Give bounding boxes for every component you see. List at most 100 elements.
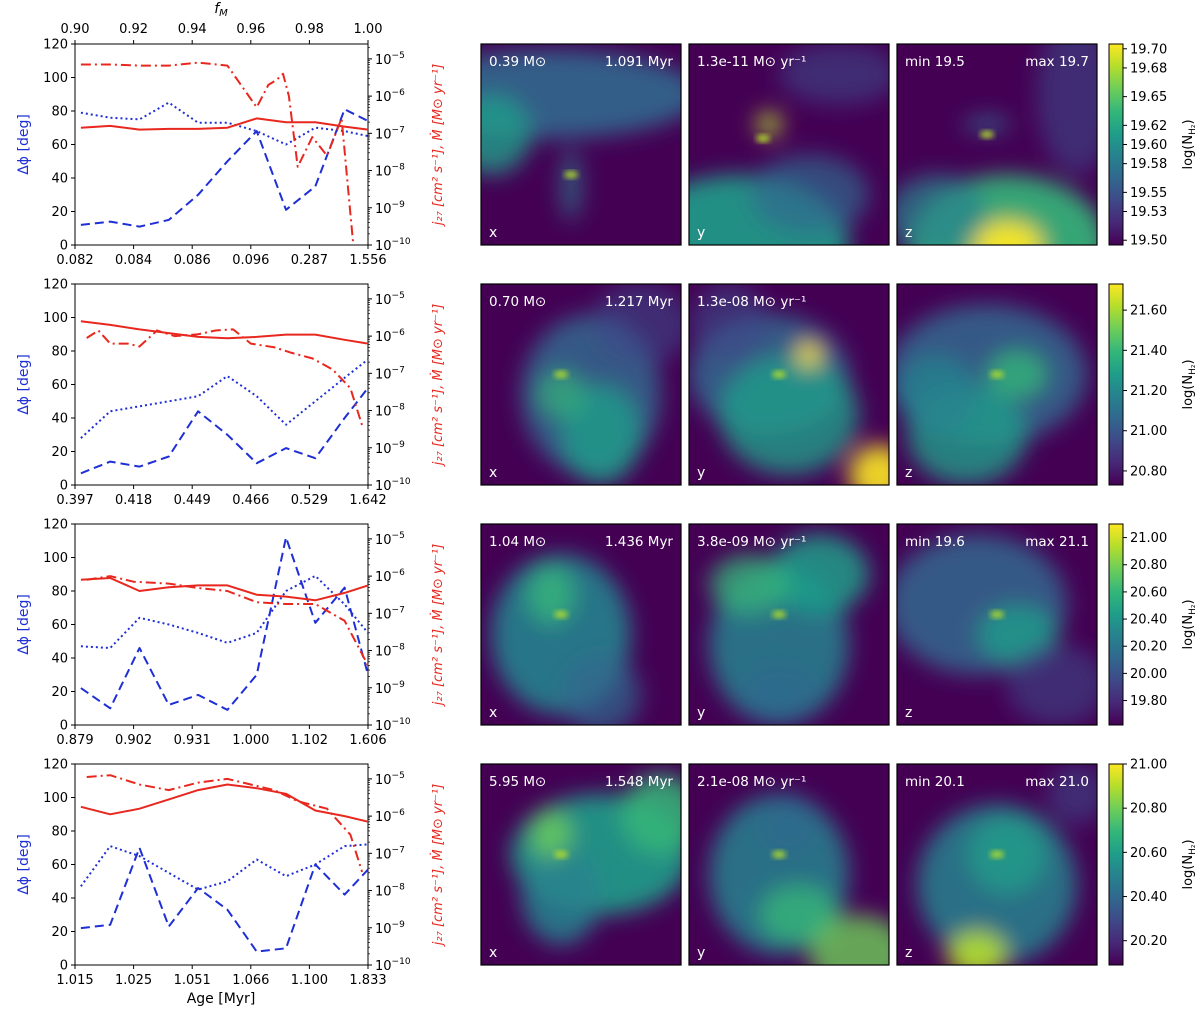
panel-label-left: min 20.1 <box>905 774 965 790</box>
y2-tick-label: 10−10 <box>375 957 411 974</box>
row-1: 0 20 40 60 80 100 120 10−10 10−9 10−8 10−7 10−6 10−5… <box>16 38 1198 269</box>
row-2: 0 20 40 60 80 100 120 10−10 10−9 10−8 10−7 10−6 10−5… <box>16 278 1198 509</box>
y-tick-label: 0 <box>60 479 68 494</box>
panel-label-left: 0.70 M⊙ <box>489 294 546 310</box>
colorbar: 19.70 19.68 19.65 19.62 19.60 19.58 19.55 19.53… <box>1108 42 1198 249</box>
panel-label-right: 1.436 Myr <box>605 534 674 550</box>
y2-tick-label: 10−9 <box>375 440 405 457</box>
y2-tick-label: 10−9 <box>375 200 405 217</box>
series-dashed-left <box>80 108 369 228</box>
x-tick-label: 1.606 <box>349 733 386 748</box>
y2-tick-label: 10−8 <box>375 163 405 180</box>
panel-frame <box>896 283 1098 486</box>
y-tick-label: 60 <box>51 378 68 393</box>
projection-axis-label: y <box>697 705 705 721</box>
y2-tick-label: 10−10 <box>375 237 411 254</box>
density-blob <box>809 914 889 965</box>
y-tick-label: 120 <box>43 278 68 293</box>
panel-frame <box>688 283 890 486</box>
row-3: 0 20 40 60 80 100 120 10−10 10−9 10−8 10−7 10−6 10−5… <box>16 518 1198 749</box>
projection-axis-label: x <box>489 465 497 481</box>
colorbar-tick-label: 21.40 <box>1130 344 1167 359</box>
density-blob <box>561 384 641 485</box>
y-tick-label: 80 <box>51 825 68 840</box>
colorbar-tick-label: 20.40 <box>1130 613 1167 628</box>
panel-frame <box>896 763 1098 966</box>
y-tick-label: 80 <box>51 585 68 600</box>
panel-label-right: max 21.1 <box>1025 534 1089 550</box>
sink-core <box>980 130 994 139</box>
density-blob <box>897 174 987 245</box>
y2-tick-label: 10−7 <box>375 605 405 622</box>
x-tick-label: 0.287 <box>291 253 328 268</box>
density-blob <box>481 94 531 175</box>
projection-axis-label: z <box>905 705 912 721</box>
projection-panel-y: 1.3e-11 M⊙ yr⁻¹ y <box>688 43 890 246</box>
line-chart: 0 20 40 60 80 100 120 10−10 10−9 10−8 10−7 10−6 10−5… <box>16 758 446 989</box>
density-blob <box>947 930 1007 965</box>
y2-tick-label: 10−10 <box>375 717 411 734</box>
density-blob <box>621 774 681 855</box>
projection-panel-x: 0.70 M⊙ 1.217 Myr x <box>480 283 682 486</box>
density-blob <box>849 444 889 485</box>
colorbar: 21.60 21.40 21.20 21.00 20.80 log(NH₂) <box>1108 283 1198 486</box>
projection-image <box>897 304 1087 485</box>
x-tick-label: 0.084 <box>115 253 152 268</box>
projection-image <box>521 284 681 485</box>
projection-axis-label: x <box>489 225 497 241</box>
projection-panel-y: 2.1e-08 M⊙ yr⁻¹ y <box>688 763 890 966</box>
sink-core <box>554 850 568 859</box>
panel-frame <box>480 523 682 726</box>
y-tick-label: 40 <box>51 412 68 427</box>
projection-panel-x: 1.04 M⊙ 1.436 Myr x <box>480 523 682 726</box>
colorbar-tick-label: 20.40 <box>1130 890 1167 905</box>
series-dashed-left <box>80 387 369 475</box>
density-blob <box>779 44 889 105</box>
density-blob <box>719 354 859 475</box>
projection-image <box>481 50 681 221</box>
left-axis-label: Δϕ [deg] <box>16 834 32 895</box>
top-axis-tick-label: 0.90 <box>61 22 90 37</box>
y-tick-label: 120 <box>43 518 68 533</box>
x-tick-label: 1.100 <box>291 973 328 988</box>
density-blob <box>1037 44 1097 175</box>
top-axis-label: fM <box>214 1 228 19</box>
density-blob <box>591 284 681 365</box>
left-axis-label: Δϕ [deg] <box>16 354 32 415</box>
left-axis-label: Δϕ [deg] <box>16 594 32 655</box>
projection-axis-label: z <box>905 945 912 961</box>
x-tick-label: 1.025 <box>115 973 152 988</box>
y2-tick-label: 10−9 <box>375 920 405 937</box>
top-axis-tick-label: 0.92 <box>119 22 148 37</box>
plot-frame <box>74 283 369 486</box>
y-tick-label: 100 <box>43 71 68 86</box>
colorbar-gradient <box>1108 283 1124 486</box>
left-axis-label: Δϕ [deg] <box>16 114 32 175</box>
sink-core <box>554 370 568 379</box>
panel-frame <box>480 763 682 966</box>
series-dashed-left <box>80 536 369 711</box>
panel-label-left: 3.8e-09 M⊙ yr⁻¹ <box>697 534 806 550</box>
projection-image <box>491 554 641 725</box>
colorbar-tick-label: 20.00 <box>1130 667 1167 682</box>
row-4: 0 20 40 60 80 100 120 10−10 10−9 10−8 10−7 10−6 10−5… <box>16 758 1198 989</box>
sink-core <box>990 370 1004 379</box>
colorbar-tick-label: 19.70 <box>1130 42 1167 57</box>
series-solid-right <box>80 320 369 345</box>
colorbar-tick-label: 19.62 <box>1130 119 1167 134</box>
sink-core <box>554 610 568 619</box>
y-tick-label: 60 <box>51 618 68 633</box>
density-blob <box>759 794 819 855</box>
colorbar-tick-label: 20.20 <box>1130 934 1167 949</box>
y-tick-label: 80 <box>51 345 68 360</box>
sink-core <box>990 610 1004 619</box>
colorbar-tick-label: 20.60 <box>1130 846 1167 861</box>
density-blob <box>971 220 1043 245</box>
projection-image <box>709 534 869 725</box>
density-blob <box>561 654 641 725</box>
x-tick-label: 0.086 <box>174 253 211 268</box>
x-tick-label: 0.466 <box>232 493 269 508</box>
panel-frame <box>896 523 1098 726</box>
colorbar-tick-label: 21.60 <box>1130 304 1167 319</box>
projection-panel-z: z <box>896 283 1098 486</box>
